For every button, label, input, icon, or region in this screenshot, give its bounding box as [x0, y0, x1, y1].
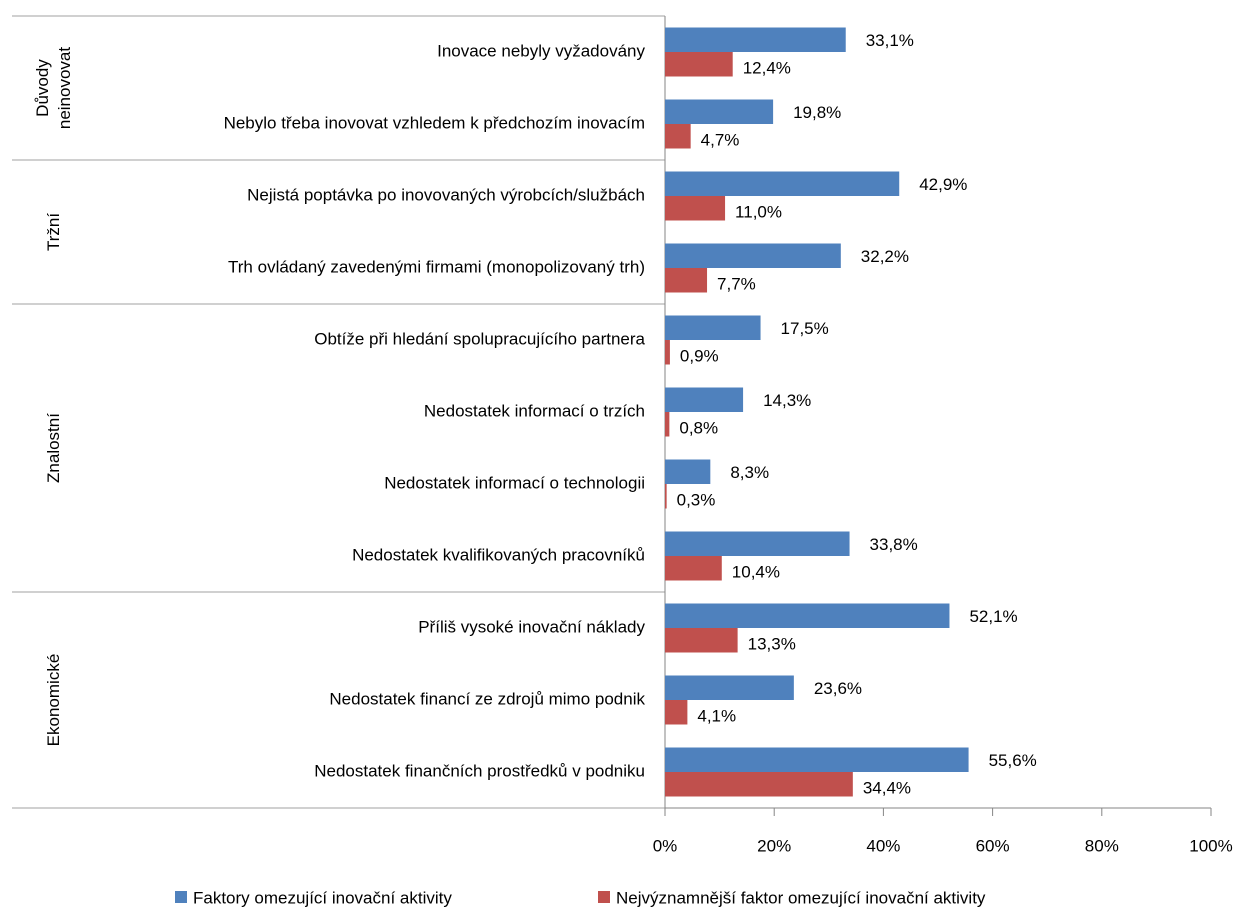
- x-tick-label: 100%: [1189, 836, 1232, 855]
- x-tick-label: 20%: [757, 836, 791, 855]
- value-label: 8,3%: [730, 463, 769, 482]
- category-label: Příliš vysoké inovační náklady: [418, 617, 645, 636]
- value-label: 34,4%: [863, 779, 911, 798]
- bar: [665, 747, 969, 772]
- bar: [665, 459, 711, 484]
- category-label: Nedostatek kvalifikovaných pracovníků: [352, 545, 645, 564]
- bar: [665, 268, 708, 293]
- x-tick-label: 0%: [653, 836, 678, 855]
- value-label: 0,3%: [677, 491, 716, 510]
- category-label: Nedostatek informací o technologii: [384, 473, 645, 492]
- value-label: 52,1%: [969, 607, 1017, 626]
- value-label: 0,8%: [679, 419, 718, 438]
- value-label: 19,8%: [793, 103, 841, 122]
- value-label: 4,7%: [701, 131, 740, 150]
- bar: [665, 340, 670, 365]
- legend-swatch: [175, 891, 187, 903]
- category-label: Nedostatek finančních prostředků v podni…: [314, 761, 645, 780]
- value-label: 13,3%: [748, 635, 796, 654]
- bar: [665, 700, 688, 725]
- bar: [665, 124, 691, 149]
- category-label: Nebylo třeba inovovat vzhledem k předcho…: [224, 113, 645, 132]
- x-tick-label: 40%: [866, 836, 900, 855]
- category-label: Obtíže při hledání spolupracujícího part…: [314, 329, 645, 348]
- category-label: Nejistá poptávka po inovovaných výrobcíc…: [247, 185, 645, 204]
- value-label: 12,4%: [743, 59, 791, 78]
- value-label: 33,8%: [870, 535, 918, 554]
- category-label: Inovace nebyly vyžadovány: [437, 41, 645, 60]
- bar: [665, 52, 733, 77]
- bar: [665, 27, 846, 52]
- value-label: 32,2%: [861, 247, 909, 266]
- legend-swatch: [598, 891, 610, 903]
- legend-label: Faktory omezující inovační aktivity: [193, 888, 452, 907]
- category-label: Trh ovládaný zavedenými firmami (monopol…: [228, 257, 645, 276]
- bar: [665, 315, 761, 340]
- bar: [665, 243, 841, 268]
- bar: [665, 484, 667, 509]
- value-label: 11,0%: [735, 203, 782, 222]
- group-label: Tržní: [44, 212, 63, 252]
- group-label: Ekonomické: [44, 653, 63, 747]
- bar: [665, 171, 900, 196]
- value-label: 55,6%: [989, 751, 1037, 770]
- category-label: Nedostatek financí ze zdrojů mimo podnik: [329, 689, 645, 708]
- x-tick-label: 80%: [1085, 836, 1119, 855]
- value-label: 17,5%: [781, 319, 829, 338]
- bar: [665, 603, 950, 628]
- value-label: 7,7%: [717, 275, 756, 294]
- bar: [665, 387, 744, 412]
- value-label: 14,3%: [763, 391, 811, 410]
- group-label: Znalostní: [44, 413, 63, 483]
- bar: [665, 196, 726, 221]
- value-label: 23,6%: [814, 679, 862, 698]
- value-label: 4,1%: [697, 707, 736, 726]
- value-label: 42,9%: [919, 175, 967, 194]
- x-tick-label: 60%: [976, 836, 1010, 855]
- bar: [665, 675, 794, 700]
- category-label: Nedostatek informací o trzích: [424, 401, 645, 420]
- bar: [665, 531, 850, 556]
- value-label: 0,9%: [680, 347, 719, 366]
- bar: [665, 772, 853, 797]
- legend-label: Nejvýznamnější faktor omezující inovační…: [616, 888, 986, 907]
- group-label: Důvody neinovovat: [33, 46, 74, 130]
- value-label: 33,1%: [866, 31, 914, 50]
- bar: [665, 412, 670, 437]
- bar: [665, 99, 774, 124]
- value-label: 10,4%: [732, 563, 780, 582]
- bar: [665, 556, 722, 581]
- bar: [665, 628, 738, 653]
